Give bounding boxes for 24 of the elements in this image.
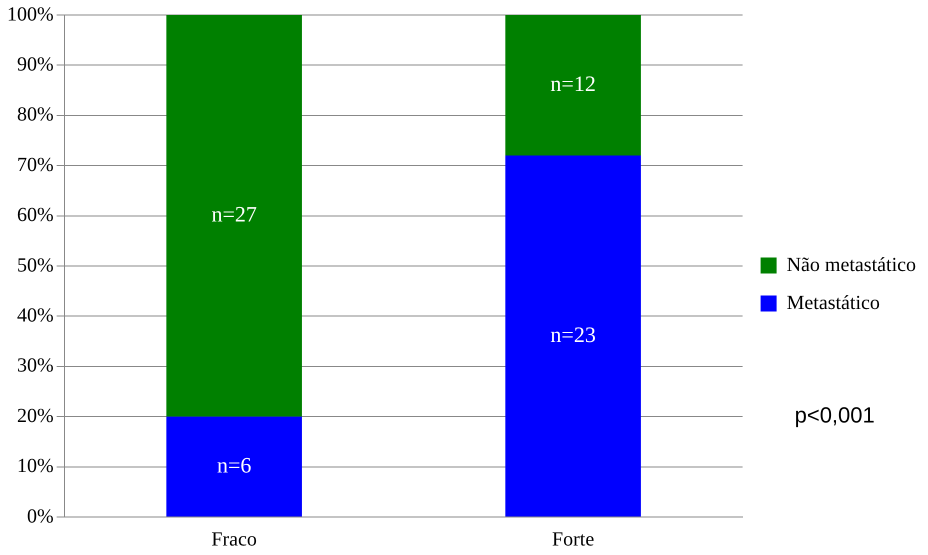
- x-tick-label: Fraco: [211, 528, 257, 550]
- annotation: n=6: [216, 452, 252, 478]
- y-tick-label: 50%: [16, 254, 54, 276]
- y-tick-label: 30%: [16, 354, 54, 377]
- y-tick-label: 90%: [16, 53, 54, 76]
- annotation: n=23: [550, 322, 596, 347]
- x-tick-label: Forte: [552, 528, 594, 550]
- y-tick-label: 100%: [6, 3, 54, 26]
- y-tick-label: 70%: [16, 154, 54, 176]
- y-tick-label: 20%: [16, 404, 54, 427]
- y-tick-label: 0%: [26, 505, 54, 528]
- text: p<0,001: [794, 402, 875, 428]
- y-tick-label: 40%: [16, 304, 54, 326]
- legend-label: Não metastático: [786, 254, 916, 276]
- bar: [505, 156, 641, 516]
- annotation: n=12: [550, 71, 596, 96]
- y-tick-label: 60%: [16, 204, 54, 226]
- bar: [166, 416, 302, 516]
- y-tick-label: 10%: [16, 455, 54, 478]
- bar: [505, 15, 641, 156]
- y-tick-label: 80%: [16, 104, 54, 126]
- legend-label: Metastático: [786, 292, 880, 314]
- bar: [166, 15, 302, 417]
- annotation: n=27: [211, 202, 257, 227]
